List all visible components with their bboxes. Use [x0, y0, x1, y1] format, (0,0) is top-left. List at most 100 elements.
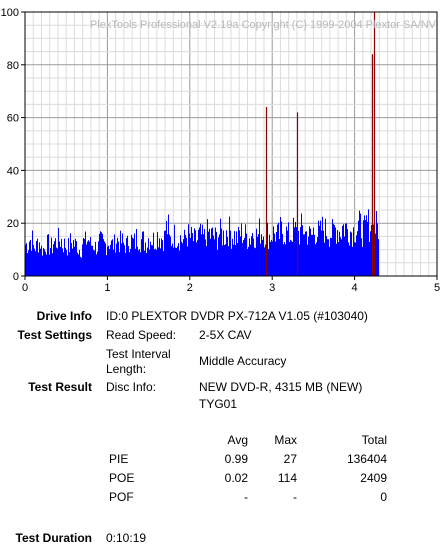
pie-bar — [170, 236, 171, 276]
disc-info-mid: TYG01 — [199, 397, 238, 411]
pie-bar — [119, 252, 120, 276]
pie-bar — [80, 256, 81, 276]
pie-bar — [67, 255, 68, 276]
pie-bar — [250, 244, 251, 276]
pie-bar — [95, 241, 96, 276]
stats-header-avg: Avg — [227, 433, 248, 447]
pie-bar — [272, 241, 273, 276]
pie-bar — [185, 234, 186, 276]
pie-bar — [127, 235, 128, 276]
pie-bar — [304, 234, 305, 276]
pie-bar — [51, 237, 52, 276]
pie-bar — [83, 238, 84, 276]
pie-bar — [256, 228, 257, 276]
pie-bar — [365, 220, 366, 276]
x-tick-label: 2 — [187, 282, 193, 294]
stats-row-max: - — [293, 490, 297, 504]
stats-row-name: POF — [109, 490, 134, 504]
pie-bar — [283, 244, 284, 276]
stats-row-name: PIE — [109, 452, 129, 466]
y-tick-label: 100 — [1, 7, 19, 19]
pie-bar — [358, 220, 359, 276]
pie-bar — [94, 250, 95, 276]
pie-bar — [188, 224, 189, 276]
pie-bar — [286, 226, 287, 276]
pie-bar — [369, 241, 370, 276]
pie-bar — [38, 252, 39, 276]
pie-bar — [200, 223, 201, 276]
pie-bar — [345, 223, 346, 276]
read-speed-key: Read Speed: — [106, 328, 177, 342]
stats-row-max: 27 — [283, 452, 297, 466]
pie-bar — [36, 241, 37, 276]
pie-bar — [53, 244, 54, 276]
stats-row-total: 136404 — [346, 452, 387, 466]
pie-bar — [319, 225, 320, 276]
pie-bar — [322, 216, 323, 276]
pie-bar — [140, 252, 141, 276]
pie-bar — [205, 239, 206, 276]
chart-spikes — [265, 12, 376, 276]
pie-bar — [375, 233, 376, 276]
pie-bar — [376, 210, 377, 276]
pie-bar — [259, 218, 260, 276]
test-result-label: Test Result — [28, 380, 92, 394]
pie-bar — [187, 246, 188, 276]
pie-bar — [216, 231, 217, 276]
pie-bar — [66, 249, 67, 276]
pie-bar — [226, 230, 227, 276]
pie-bar — [294, 227, 295, 276]
pie-bar — [251, 236, 252, 276]
pie-bar — [47, 234, 48, 276]
pie-bar — [360, 213, 361, 276]
pie-bar — [101, 232, 102, 276]
pie-bar — [86, 244, 87, 276]
pie-bar — [316, 242, 317, 276]
pie-bar — [165, 230, 166, 276]
pie-bar — [290, 239, 291, 276]
pie-bar — [112, 239, 113, 276]
pie-bar — [120, 230, 121, 276]
pie-bar — [109, 249, 110, 276]
pie-bar — [240, 236, 241, 276]
pie-bar — [356, 235, 357, 276]
pie-bar — [218, 237, 219, 276]
pie-bar — [73, 239, 74, 276]
pie-bar — [88, 240, 89, 276]
pie-bar — [84, 238, 85, 276]
y-tick-label: 80 — [7, 60, 19, 72]
pie-bar — [276, 231, 277, 276]
pie-bar — [54, 241, 55, 276]
pie-bar — [35, 251, 36, 276]
pie-bar — [79, 250, 80, 276]
pie-bar — [171, 245, 172, 276]
pie-bar — [148, 238, 149, 276]
pie-bar — [186, 237, 187, 276]
pie-bar — [100, 231, 101, 276]
x-tick-label: 1 — [104, 282, 110, 294]
pie-bar — [326, 236, 327, 276]
pie-bar — [27, 253, 28, 276]
pie-bar — [377, 223, 378, 276]
x-tick-label: 0 — [22, 282, 28, 294]
stats-row-name: POE — [109, 471, 135, 485]
pie-bar — [314, 234, 315, 276]
pie-bar — [291, 240, 292, 276]
pie-bar — [157, 232, 158, 276]
x-tick-label: 4 — [352, 282, 358, 294]
pie-bar — [87, 241, 88, 276]
pie-bar — [29, 241, 30, 276]
pie-bar — [184, 229, 185, 276]
pie-bar — [220, 218, 221, 276]
chart-bars — [25, 209, 379, 276]
pie-bar — [282, 233, 283, 276]
pie-bar — [370, 231, 371, 276]
pie-bar — [89, 241, 90, 276]
pie-bar — [336, 243, 337, 276]
disc-info-value: NEW DVD-R, 4315 MB (NEW) — [199, 380, 363, 394]
pie-bar — [174, 224, 175, 276]
pie-bar — [209, 228, 210, 276]
pie-bar — [49, 254, 50, 276]
test-settings-label: Test Settings — [17, 328, 92, 342]
pie-bar — [342, 225, 343, 276]
